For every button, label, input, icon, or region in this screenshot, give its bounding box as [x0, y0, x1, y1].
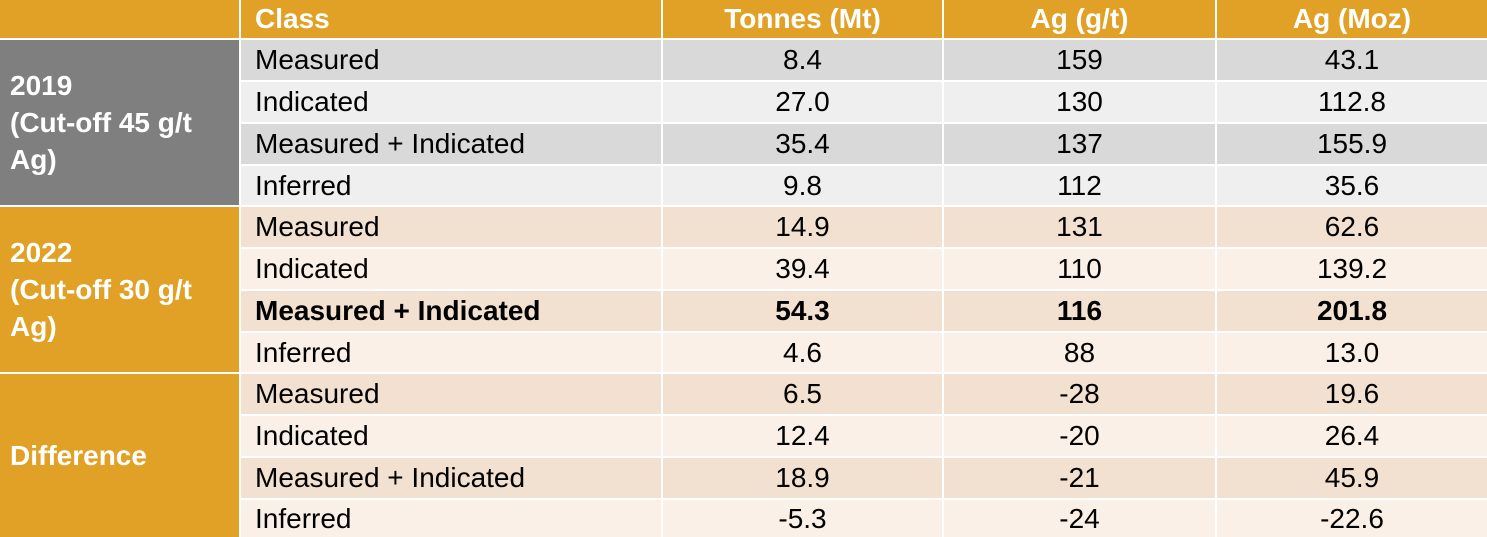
row-tonnes: 18.9 [663, 458, 942, 498]
group-label-2019: 2019 (Cut-off 45 g/t Ag) [0, 40, 239, 205]
row-class: Measured [241, 374, 661, 414]
header-tonnes: Tonnes (Mt) [663, 0, 942, 38]
row-ag-ounces: 45.9 [1217, 458, 1487, 498]
row-tonnes: 4.6 [663, 333, 942, 372]
row-tonnes: 9.8 [663, 166, 942, 205]
row-class: Measured + Indicated [241, 458, 661, 498]
row-tonnes: 12.4 [663, 416, 942, 456]
header-class: Class [241, 0, 661, 38]
row-tonnes: 14.9 [663, 207, 942, 247]
row-tonnes: -5.3 [663, 500, 942, 537]
row-class: Measured [241, 207, 661, 247]
row-class: Inferred [241, 500, 661, 537]
row-tonnes: 27.0 [663, 82, 942, 122]
row-ag-ounces: 13.0 [1217, 333, 1487, 372]
row-ag-ounces: 139.2 [1217, 249, 1487, 289]
row-ag-grade: 88 [944, 333, 1215, 372]
row-tonnes: 6.5 [663, 374, 942, 414]
row-class: Measured [241, 40, 661, 80]
row-ag-ounces: 35.6 [1217, 166, 1487, 205]
row-ag-grade: 137 [944, 124, 1215, 164]
row-class: Measured + Indicated [241, 291, 661, 331]
row-ag-ounces: 201.8 [1217, 291, 1487, 331]
row-ag-ounces: 19.6 [1217, 374, 1487, 414]
row-ag-ounces: 62.6 [1217, 207, 1487, 247]
row-ag-grade: -28 [944, 374, 1215, 414]
row-tonnes: 8.4 [663, 40, 942, 80]
header-ag-grade: Ag (g/t) [944, 0, 1215, 38]
row-ag-grade: -20 [944, 416, 1215, 456]
row-ag-grade: 116 [944, 291, 1215, 331]
row-tonnes: 54.3 [663, 291, 942, 331]
row-ag-ounces: -22.6 [1217, 500, 1487, 537]
row-ag-grade: 131 [944, 207, 1215, 247]
row-class: Indicated [241, 249, 661, 289]
row-ag-grade: 112 [944, 166, 1215, 205]
header-ag-ounces: Ag (Moz) [1217, 0, 1487, 38]
header-blank-cell [0, 0, 239, 38]
row-tonnes: 35.4 [663, 124, 942, 164]
row-ag-grade: 110 [944, 249, 1215, 289]
group-label-difference: Difference [0, 374, 239, 537]
row-ag-grade: 159 [944, 40, 1215, 80]
row-ag-ounces: 112.8 [1217, 82, 1487, 122]
row-ag-ounces: 155.9 [1217, 124, 1487, 164]
row-class: Inferred [241, 333, 661, 372]
row-class: Inferred [241, 166, 661, 205]
row-ag-ounces: 43.1 [1217, 40, 1487, 80]
row-ag-grade: -21 [944, 458, 1215, 498]
row-class: Indicated [241, 82, 661, 122]
row-ag-grade: -24 [944, 500, 1215, 537]
row-ag-ounces: 26.4 [1217, 416, 1487, 456]
group-label-2022: 2022 (Cut-off 30 g/t Ag) [0, 207, 239, 372]
row-tonnes: 39.4 [663, 249, 942, 289]
row-ag-grade: 130 [944, 82, 1215, 122]
row-class: Measured + Indicated [241, 124, 661, 164]
row-class: Indicated [241, 416, 661, 456]
